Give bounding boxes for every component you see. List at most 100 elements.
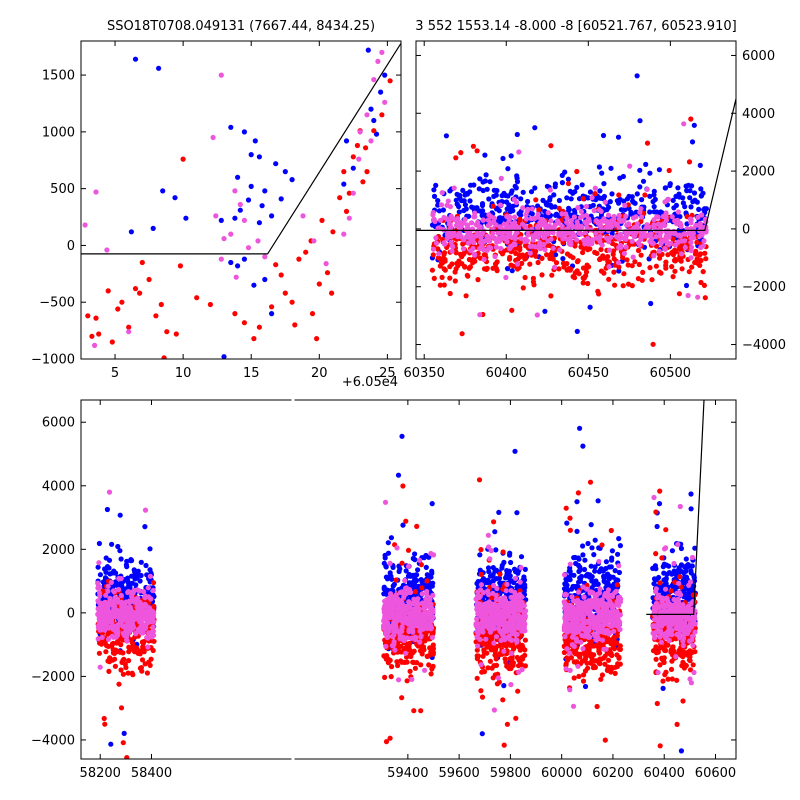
recent-cloud-0-point <box>447 188 453 194</box>
zoom-series-1-point <box>109 339 115 345</box>
recent-cloud-2-point <box>616 245 622 251</box>
recent-cloud-0-point <box>703 206 710 212</box>
recent-cloud-1-point <box>663 262 669 269</box>
recent-cloud-1-point <box>686 269 692 275</box>
zoom-series-2-point <box>375 58 381 64</box>
recent-cloud-1-point <box>508 262 514 268</box>
recent-cloud-2-point <box>675 232 681 238</box>
recent-cloud-1-point <box>482 252 488 258</box>
full-cloud-4-point <box>404 678 410 684</box>
recent-cloud-0-point <box>528 189 535 195</box>
full-cloud-9-point <box>589 545 595 551</box>
recent-cloud-2-point <box>511 241 517 247</box>
full-cloud-5-point <box>389 643 396 649</box>
recent-cloud-0-point <box>518 196 524 202</box>
recent-cloud-1-point <box>575 258 581 264</box>
recent-cloud-2-point <box>669 214 675 220</box>
full-cloud-5-point <box>393 619 399 625</box>
full-cloud-3-point <box>421 555 427 561</box>
recent-cloud-1-point <box>673 248 679 254</box>
recent-cloud-2-point <box>602 199 608 205</box>
recent-cloud-2-point <box>513 199 520 206</box>
full-cloud-10-point <box>576 673 582 680</box>
recent-cloud-2-point <box>523 212 529 218</box>
recent-cloud-1-point <box>611 269 617 275</box>
full-cloud-10-point <box>605 657 612 663</box>
recent-cloud-2-point <box>585 235 591 241</box>
full-cloud-6-point <box>485 565 492 571</box>
full-cloud-5-point <box>399 624 405 630</box>
recent-cloud-1-point <box>686 159 693 165</box>
recent-cloud-1-point <box>689 264 695 270</box>
full-cloud-2-point <box>148 596 154 602</box>
recent-cloud-1-point <box>441 282 447 288</box>
recent-cloud-1-point <box>449 261 455 267</box>
full-cloud-5-point <box>412 634 418 640</box>
recent-cloud-0-point <box>520 189 526 195</box>
full-cloud-10-point <box>582 651 588 658</box>
full-cloud-9-point <box>613 577 619 583</box>
zoom-series-2-point <box>218 256 224 262</box>
full-cloud-9-point <box>609 548 616 554</box>
recent-x-tick-label: 60350 <box>404 366 445 381</box>
recent-cloud-0-point <box>480 187 486 194</box>
full-cloud-9-point <box>573 583 580 590</box>
recent-cloud-0-point <box>615 134 622 140</box>
full-cloud-7-point <box>474 647 480 653</box>
recent-cloud-1-point <box>585 280 591 287</box>
recent-cloud-0-point <box>551 192 557 198</box>
full-cloud-7-point <box>510 662 516 669</box>
recent-cloud-1-point <box>548 143 554 149</box>
full-cloud-4-point <box>399 695 405 701</box>
full-cloud-1-point <box>150 580 157 586</box>
recent-cloud-0-point <box>687 188 693 194</box>
recent-cloud-1-point <box>556 266 562 272</box>
recent-cloud-1-point <box>429 267 435 273</box>
recent-cloud-1-point <box>549 272 555 278</box>
full-cloud-9-point <box>592 568 598 574</box>
full-cloud-5-point <box>385 597 391 603</box>
recent-cloud-2-point <box>504 239 510 245</box>
full-cloud-8-point <box>510 603 516 609</box>
zoom-series-1-point <box>346 190 352 196</box>
zoom-axes-frame <box>80 40 402 360</box>
full-cloud-9-point <box>588 563 594 569</box>
zoom-series-1-point <box>371 128 377 134</box>
full-cloud-9-point <box>588 522 594 528</box>
zoom-series-2-point <box>241 217 247 223</box>
recent-cloud-2-point <box>449 243 455 249</box>
recent-cloud-2-point <box>668 240 674 246</box>
recent-cloud-2-point <box>528 216 534 222</box>
recent-cloud-2-point <box>609 223 615 229</box>
recent-cloud-2-point <box>638 236 644 243</box>
zoom-series-1-point <box>341 169 347 175</box>
recent-cloud-1-point <box>625 262 631 268</box>
recent-cloud-1-point <box>650 341 656 347</box>
recent-cloud-1-point <box>639 277 645 283</box>
recent-cloud-0-point <box>650 199 656 205</box>
recent-cloud-0-point <box>483 172 489 178</box>
full-cloud-5-point <box>408 619 414 625</box>
full-cloud-5-point <box>394 545 400 551</box>
full-cloud-3-point <box>381 591 387 597</box>
recent-cloud-0-point <box>464 190 470 197</box>
recent-cloud-2-point <box>537 239 543 246</box>
recent-cloud-2-point <box>638 206 644 212</box>
recent-cloud-2-point <box>493 236 499 242</box>
full-cloud-2-point <box>150 587 156 594</box>
full-cloud-5-point <box>407 605 414 611</box>
recent-cloud-0-point <box>514 173 520 179</box>
full-cloud-4-point <box>399 560 405 566</box>
recent-cloud-2-point <box>527 243 533 249</box>
full-cloud-3-point <box>382 552 388 559</box>
full-cloud-2-point <box>118 613 124 619</box>
full-cloud-5-point <box>393 623 399 629</box>
recent-cloud-1-point <box>442 267 448 273</box>
recent-cloud-0-point <box>456 209 462 215</box>
full-cloud-8-point <box>502 625 508 631</box>
recent-cloud-1-point <box>539 255 545 261</box>
full-cloud-2-point <box>129 611 135 618</box>
recent-cloud-1-point <box>520 285 526 291</box>
full-cloud-2-point <box>141 623 147 629</box>
full-cloud-5-point <box>405 563 412 570</box>
